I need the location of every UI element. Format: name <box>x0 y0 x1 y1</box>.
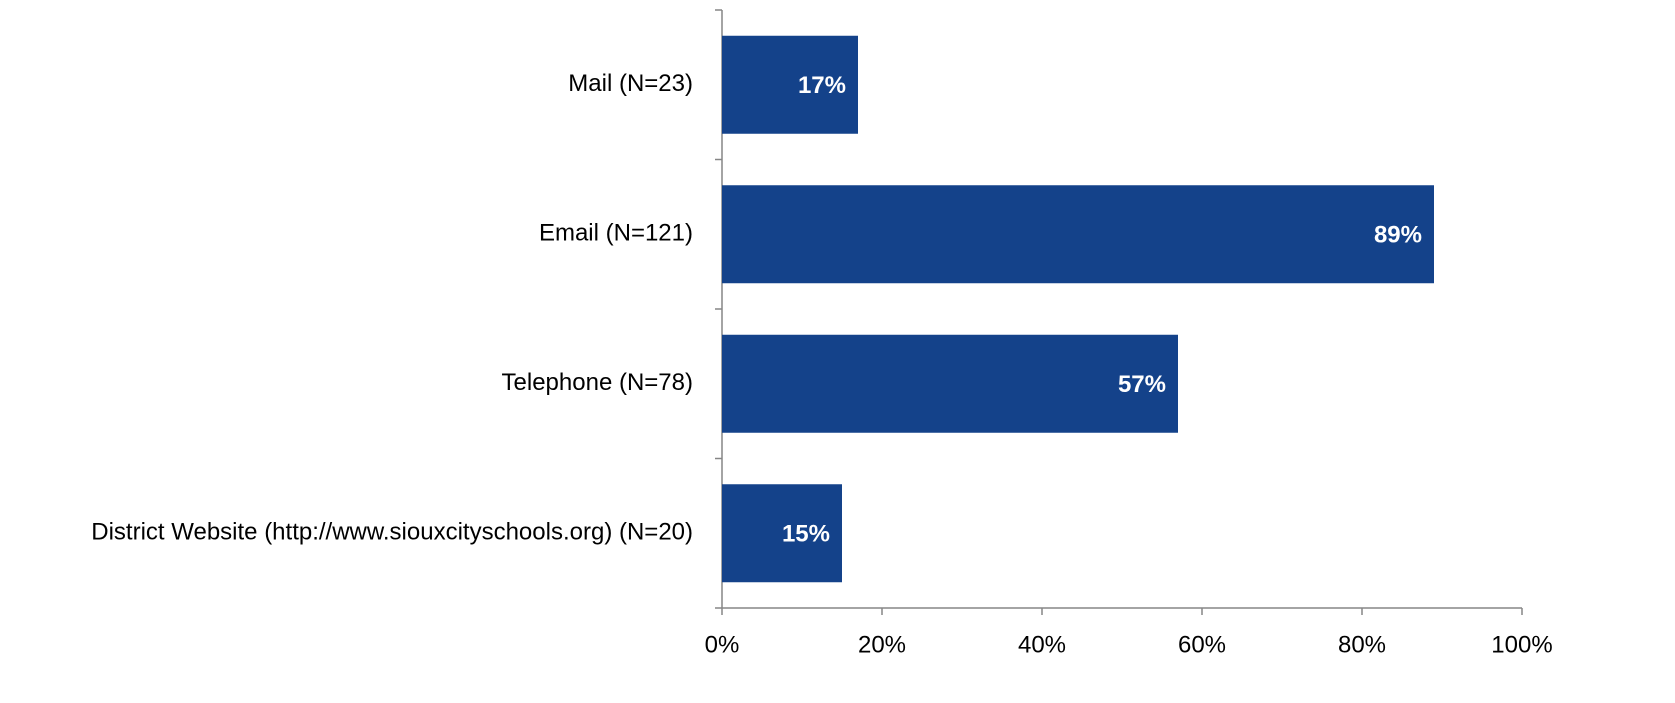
x-tick-label: 80% <box>1338 631 1386 658</box>
x-tick-label: 0% <box>705 631 740 658</box>
y-tick-label: Email (N=121) <box>539 220 693 247</box>
bar <box>722 334 1178 433</box>
value-label: 57% <box>1118 371 1166 398</box>
bar <box>722 185 1434 284</box>
x-tick-label: 100% <box>1491 631 1552 658</box>
x-tick-label: 40% <box>1018 631 1066 658</box>
bar <box>722 35 858 134</box>
value-label: 89% <box>1374 222 1422 249</box>
y-tick-label: Telephone (N=78) <box>502 369 693 396</box>
y-tick-label: District Website (http://www.siouxcitysc… <box>91 519 693 546</box>
value-label: 17% <box>798 72 846 99</box>
bar <box>722 484 842 583</box>
x-tick-label: 60% <box>1178 631 1226 658</box>
x-tick-label: 20% <box>858 631 906 658</box>
value-label: 15% <box>782 521 830 548</box>
y-tick-label: Mail (N=23) <box>568 70 693 97</box>
